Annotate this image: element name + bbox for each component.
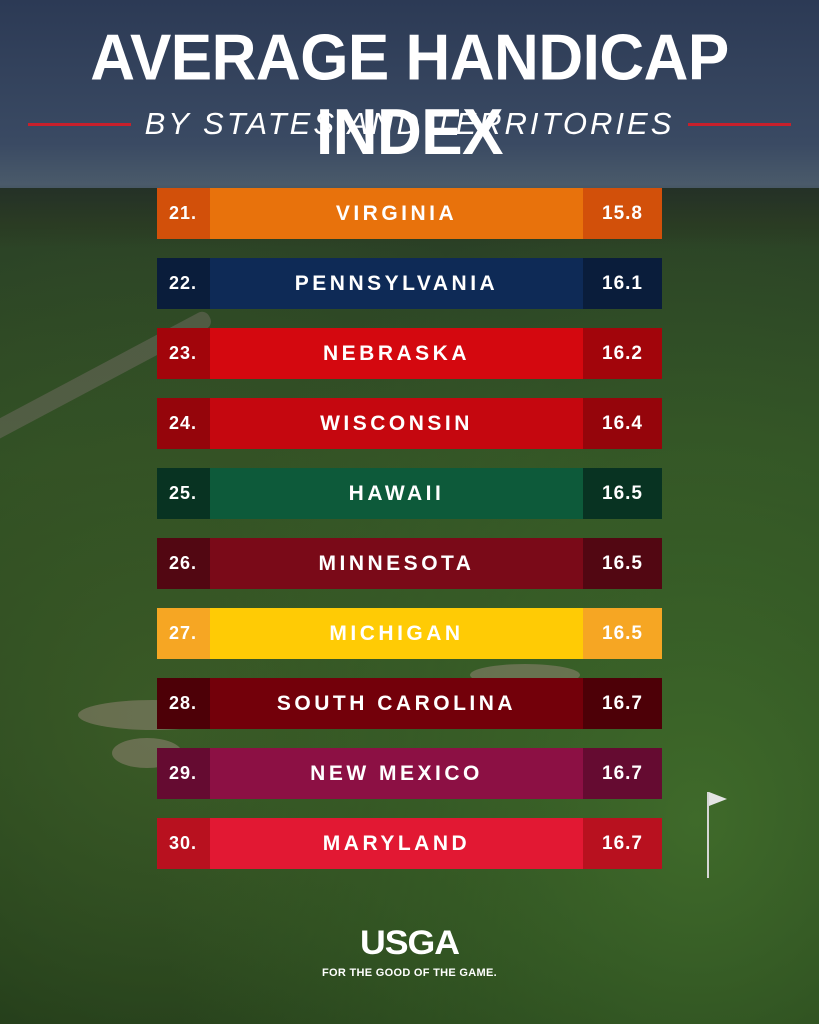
handicap-value-cell: 16.4: [583, 398, 662, 449]
table-row: 25. HAWAII 16.5: [157, 468, 662, 519]
table-row: 22. PENNSYLVANIA 16.1: [157, 258, 662, 309]
flag-icon: [709, 792, 727, 806]
handicap-value-cell: 16.1: [583, 258, 662, 309]
usga-logo: USGA FOR THE GOOD OF THE GAME.: [0, 924, 819, 979]
rank-cell: 21.: [157, 188, 210, 239]
subtitle-rule-right: [688, 122, 792, 126]
rank-cell: 26.: [157, 538, 210, 589]
rank-cell: 30.: [157, 818, 210, 869]
table-row: 23. NEBRASKA 16.2: [157, 328, 662, 379]
rank-cell: 28.: [157, 678, 210, 729]
table-row: 27. MICHIGAN 16.5: [157, 608, 662, 659]
handicap-value-cell: 16.7: [583, 818, 662, 869]
state-name-cell: MINNESOTA: [318, 551, 475, 575]
state-name-cell: WISCONSIN: [320, 411, 473, 435]
rank-cell: 27.: [157, 608, 210, 659]
rank-cell: 25.: [157, 468, 210, 519]
handicap-value-cell: 16.5: [583, 468, 662, 519]
table-row: 28. SOUTH CAROLINA 16.7: [157, 678, 662, 729]
handicap-value-cell: 16.7: [583, 748, 662, 799]
usga-tagline: FOR THE GOOD OF THE GAME.: [322, 967, 497, 979]
state-name-cell: MICHIGAN: [329, 621, 464, 645]
flag-pole: [707, 792, 709, 878]
state-name-cell: HAWAII: [348, 481, 445, 505]
handicap-value-cell: 16.2: [583, 328, 662, 379]
usga-wordmark: USGA: [360, 924, 460, 962]
table-row: 21. VIRGINIA 15.8: [157, 188, 662, 239]
state-name-cell: NEW MEXICO: [310, 761, 483, 785]
state-name-cell: VIRGINIA: [335, 201, 458, 225]
state-name-cell: PENNSYLVANIA: [294, 271, 499, 295]
handicap-value-cell: 15.8: [583, 188, 662, 239]
handicap-value-cell: 16.7: [583, 678, 662, 729]
state-name-cell: SOUTH CAROLINA: [276, 691, 517, 715]
table-row: 24. WISCONSIN 16.4: [157, 398, 662, 449]
handicap-value-cell: 16.5: [583, 538, 662, 589]
rank-cell: 29.: [157, 748, 210, 799]
state-name-cell: NEBRASKA: [322, 341, 470, 365]
rank-cell: 22.: [157, 258, 210, 309]
subtitle-row: BY STATES AND TERRITORIES: [28, 104, 792, 144]
page-subtitle: BY STATES AND TERRITORIES: [144, 106, 675, 141]
page-title: AVERAGE HANDICAP INDEX: [90, 21, 729, 169]
rank-cell: 23.: [157, 328, 210, 379]
table-row: 29. NEW MEXICO 16.7: [157, 748, 662, 799]
handicap-value-cell: 16.5: [583, 608, 662, 659]
state-name-cell: MARYLAND: [322, 831, 471, 855]
rank-cell: 24.: [157, 398, 210, 449]
table-row: 26. MINNESOTA 16.5: [157, 538, 662, 589]
subtitle-rule-left: [28, 122, 131, 126]
table-row: 30. MARYLAND 16.7: [157, 818, 662, 869]
